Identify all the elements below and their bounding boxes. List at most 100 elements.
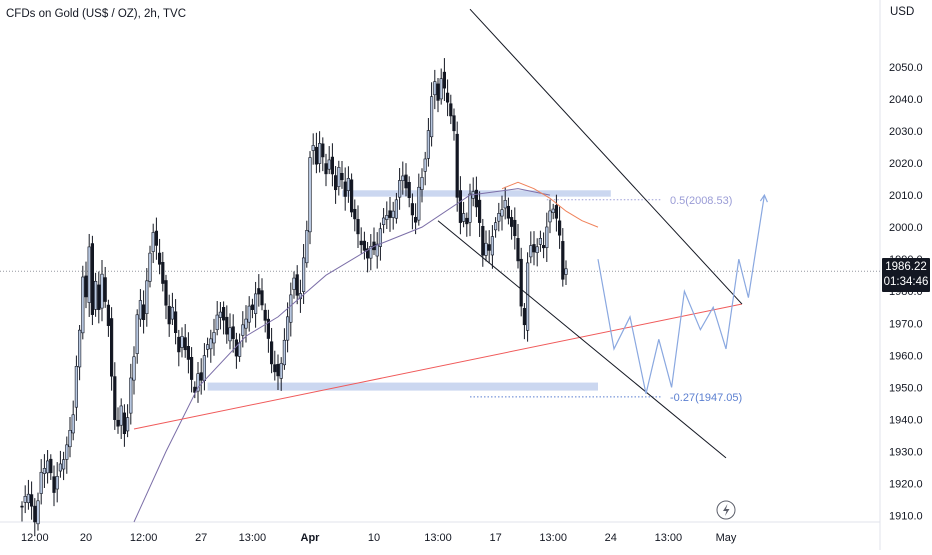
candle-body	[525, 262, 530, 331]
candle-body	[333, 175, 338, 191]
candle-body	[301, 257, 306, 292]
candle-body	[513, 219, 517, 237]
candle-body	[314, 146, 319, 165]
candle-body	[212, 332, 216, 344]
candle-body	[250, 304, 255, 310]
candle-body	[349, 179, 354, 213]
candle-body	[282, 339, 287, 366]
candle-body	[436, 83, 440, 101]
candle-body	[359, 240, 363, 246]
candle-body	[289, 294, 293, 323]
candle-body	[503, 200, 507, 209]
candle-body	[378, 228, 383, 247]
candle-body	[241, 324, 245, 336]
candle-body	[429, 96, 434, 138]
candle-body	[266, 318, 271, 339]
candle-body	[129, 377, 133, 414]
x-tick-label: 13:00	[424, 532, 452, 544]
candle-body	[305, 230, 309, 264]
candle-body	[545, 226, 549, 248]
y-tick-label: 2000.0	[889, 222, 923, 234]
candle-body	[481, 226, 485, 256]
candle-body	[327, 159, 331, 170]
x-tick-label: 13:00	[655, 532, 683, 544]
candle-body	[68, 430, 72, 448]
candle-body	[321, 143, 325, 158]
chart-title: CFDs on Gold (US$ / OZ), 2h, TVC	[6, 8, 187, 20]
candle-body	[202, 355, 207, 381]
y-tick-label: 2040.0	[889, 94, 923, 106]
candle-body	[461, 213, 466, 222]
ma-purple-line	[133, 188, 551, 523]
x-tick-label: 12:00	[130, 532, 158, 544]
candle-body	[522, 308, 526, 326]
candle-body	[455, 133, 459, 198]
candle-body	[254, 293, 258, 314]
candle-body	[516, 238, 520, 262]
x-tick-label: 27	[195, 532, 207, 544]
candle-body	[423, 158, 427, 172]
candle-body	[433, 81, 437, 96]
candle-body	[74, 365, 78, 408]
candle-body	[45, 460, 50, 474]
candle-body	[90, 243, 94, 315]
candle-body	[257, 288, 261, 295]
y-tick-label: 1970.0	[889, 318, 923, 330]
y-tick-label: 1950.0	[889, 382, 923, 394]
candle-body	[26, 493, 31, 504]
y-tick-label: 2020.0	[889, 158, 923, 170]
support-trendline	[133, 303, 743, 430]
price-zone	[207, 382, 598, 391]
candle-body	[324, 163, 328, 175]
candle-body	[97, 284, 101, 310]
candle-body	[103, 277, 107, 302]
candle-body	[340, 172, 344, 181]
candle-body	[260, 290, 264, 306]
candle-body	[39, 471, 43, 494]
candle-body	[61, 459, 66, 470]
candle-body	[295, 274, 299, 296]
candle-body	[551, 208, 555, 213]
candle-body	[509, 217, 514, 227]
candle-body	[100, 273, 104, 309]
lightning-icon-bolt	[723, 504, 730, 516]
candle-body	[180, 336, 184, 348]
candle-body	[330, 156, 335, 175]
candle-body	[442, 71, 447, 89]
candle-body	[231, 326, 235, 339]
x-tick-label: 17	[489, 532, 501, 544]
candle-body	[484, 242, 488, 256]
candle-body	[564, 268, 568, 275]
candle-body	[317, 143, 322, 164]
candle-body	[561, 241, 565, 280]
bar-countdown: 01:34:46	[883, 276, 929, 288]
channel-lower-line	[437, 220, 727, 459]
x-tick-label: 13:00	[539, 532, 567, 544]
candle-body	[474, 189, 479, 208]
candle-body	[276, 363, 280, 377]
candle-body	[311, 145, 315, 151]
candle-body	[81, 276, 85, 334]
candle-body	[554, 205, 558, 219]
candle-body	[183, 337, 187, 351]
y-tick-label: 2050.0	[889, 62, 923, 74]
candle-body	[353, 208, 357, 220]
lightning-icon[interactable]	[716, 500, 736, 520]
candle-body	[84, 275, 88, 298]
candle-body	[113, 376, 117, 420]
candle-body	[110, 318, 114, 377]
candle-body	[468, 193, 472, 223]
candle-body	[23, 496, 27, 503]
last-price-badge: 1986.22 01:34:46	[882, 258, 930, 292]
candle-body	[193, 386, 197, 393]
x-tick-label: 24	[605, 532, 617, 544]
candle-body	[397, 180, 402, 198]
candle-body	[557, 220, 562, 236]
y-tick-label: 1940.0	[889, 414, 923, 426]
y-tick-label: 2010.0	[889, 190, 923, 202]
candle-body	[145, 280, 149, 314]
candle-body	[413, 216, 418, 223]
candle-body	[362, 240, 367, 251]
